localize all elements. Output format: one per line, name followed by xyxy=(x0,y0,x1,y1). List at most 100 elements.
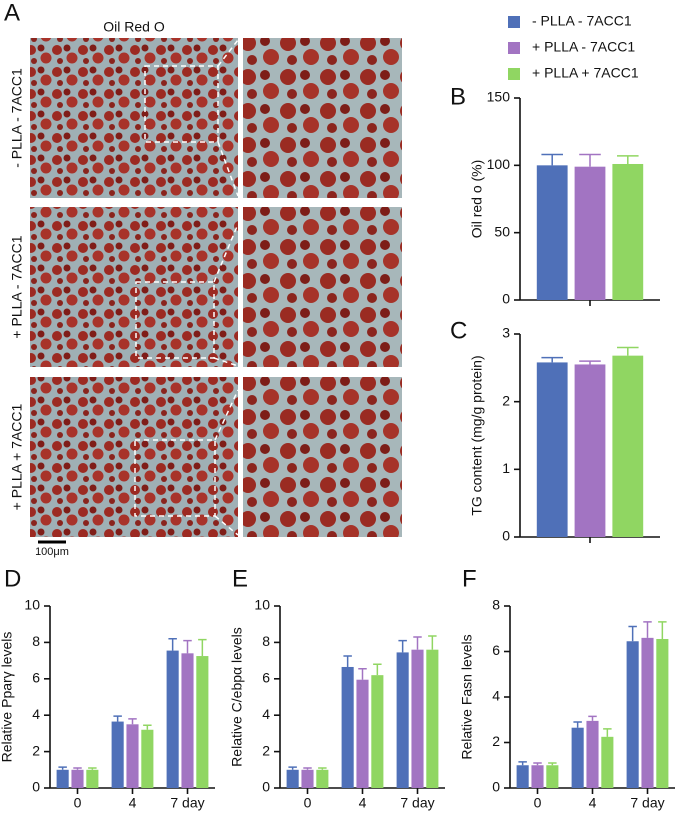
zoom-box xyxy=(135,281,215,359)
error-bar xyxy=(183,639,192,654)
bar xyxy=(71,769,84,788)
bar xyxy=(574,166,606,300)
error-bar xyxy=(628,625,637,642)
error-bar xyxy=(541,356,563,363)
error-bar xyxy=(143,724,152,730)
bar xyxy=(396,652,409,788)
error-bar xyxy=(88,767,97,770)
error-bar xyxy=(413,636,422,650)
x-tick-label: 4 xyxy=(359,795,367,811)
error-bar xyxy=(318,767,327,770)
error-bar xyxy=(617,346,639,356)
bar xyxy=(571,727,584,788)
y-tick-label: 0 xyxy=(32,779,40,795)
bar xyxy=(516,765,529,788)
error-bar xyxy=(168,638,177,651)
error-bar xyxy=(579,360,601,365)
row-label: - PLLA - 7ACC1 xyxy=(9,68,25,168)
panel-letter: C xyxy=(450,317,467,344)
y-tick-label: 4 xyxy=(32,706,40,722)
zoom-line xyxy=(213,223,239,283)
bar xyxy=(411,649,424,788)
y-axis-label: Oil red o (%) xyxy=(469,160,485,239)
image xyxy=(243,38,402,198)
bar xyxy=(536,165,568,300)
zoom-line xyxy=(217,39,239,67)
panel-letter: D xyxy=(4,565,21,592)
bar xyxy=(196,656,209,788)
y-tick-label: 0 xyxy=(492,779,500,795)
zoom-line xyxy=(214,515,239,536)
error-bar xyxy=(428,635,437,650)
bar xyxy=(546,765,559,788)
error-bar xyxy=(303,767,312,770)
bar xyxy=(166,650,179,788)
x-tick-label: 4 xyxy=(589,795,597,811)
error-bar xyxy=(198,638,207,657)
y-tick-label: 4 xyxy=(262,706,270,722)
zoom-box xyxy=(144,65,219,143)
bar xyxy=(612,355,644,537)
legend-swatch xyxy=(508,42,520,54)
error-bar xyxy=(573,721,582,728)
bar xyxy=(641,637,654,788)
y-tick-label: 2 xyxy=(502,392,510,408)
bar xyxy=(531,765,544,788)
x-tick-label: 0 xyxy=(304,795,312,811)
y-tick-label: 2 xyxy=(32,742,40,758)
zoom-line xyxy=(213,357,239,367)
bar xyxy=(612,163,644,300)
y-tick-label: 3 xyxy=(502,325,510,341)
error-bar xyxy=(128,718,137,725)
y-tick-label: 150 xyxy=(487,89,511,105)
y-axis-label: TG content (mg/g protein) xyxy=(469,355,485,515)
x-tick-label: 0 xyxy=(74,795,82,811)
error-bar xyxy=(373,663,382,676)
image xyxy=(243,377,402,537)
y-tick-label: 10 xyxy=(254,597,270,613)
error-bar xyxy=(541,153,563,166)
error-bar xyxy=(548,762,557,766)
error-bar xyxy=(603,728,612,737)
error-bar xyxy=(533,762,542,766)
error-bar xyxy=(58,766,67,770)
bar xyxy=(286,769,299,788)
x-tick-label: 7 day xyxy=(400,795,434,811)
legend-label: + PLLA - 7ACC1 xyxy=(532,39,635,55)
y-tick-label: 2 xyxy=(492,733,500,749)
micrographs xyxy=(30,38,402,544)
error-bar xyxy=(343,655,352,667)
zoom-line xyxy=(217,141,239,197)
y-axis-label: Relative Fasn levels xyxy=(459,634,475,759)
y-tick-label: 0 xyxy=(262,779,270,795)
row-label: + PLLA - 7ACC1 xyxy=(9,235,25,338)
y-tick-label: 10 xyxy=(24,597,40,613)
bar xyxy=(656,638,669,788)
y-tick-label: 0 xyxy=(502,528,510,544)
y-tick-label: 2 xyxy=(262,742,270,758)
bar xyxy=(86,769,99,788)
row-label: + PLLA + 7ACC1 xyxy=(9,403,25,510)
bar xyxy=(56,769,69,788)
scale-label: 100μm xyxy=(35,546,69,558)
zoom-box xyxy=(134,439,216,517)
error-bar xyxy=(113,715,122,722)
error-bar xyxy=(643,621,652,638)
bar xyxy=(126,724,139,788)
bar xyxy=(601,736,614,788)
error-bar xyxy=(579,153,601,167)
zoom-line xyxy=(214,389,239,441)
error-bar xyxy=(288,766,297,770)
y-tick-label: 6 xyxy=(32,670,40,686)
image xyxy=(30,377,238,537)
bar xyxy=(141,729,154,788)
image xyxy=(243,207,402,367)
panel-letter: A xyxy=(4,0,20,26)
x-tick-label: 0 xyxy=(534,795,542,811)
y-tick-label: 1 xyxy=(502,460,510,476)
y-tick-label: 6 xyxy=(262,670,270,686)
bar xyxy=(111,721,124,788)
image-title: Oil Red O xyxy=(103,19,165,35)
panel-letter: E xyxy=(232,565,248,592)
